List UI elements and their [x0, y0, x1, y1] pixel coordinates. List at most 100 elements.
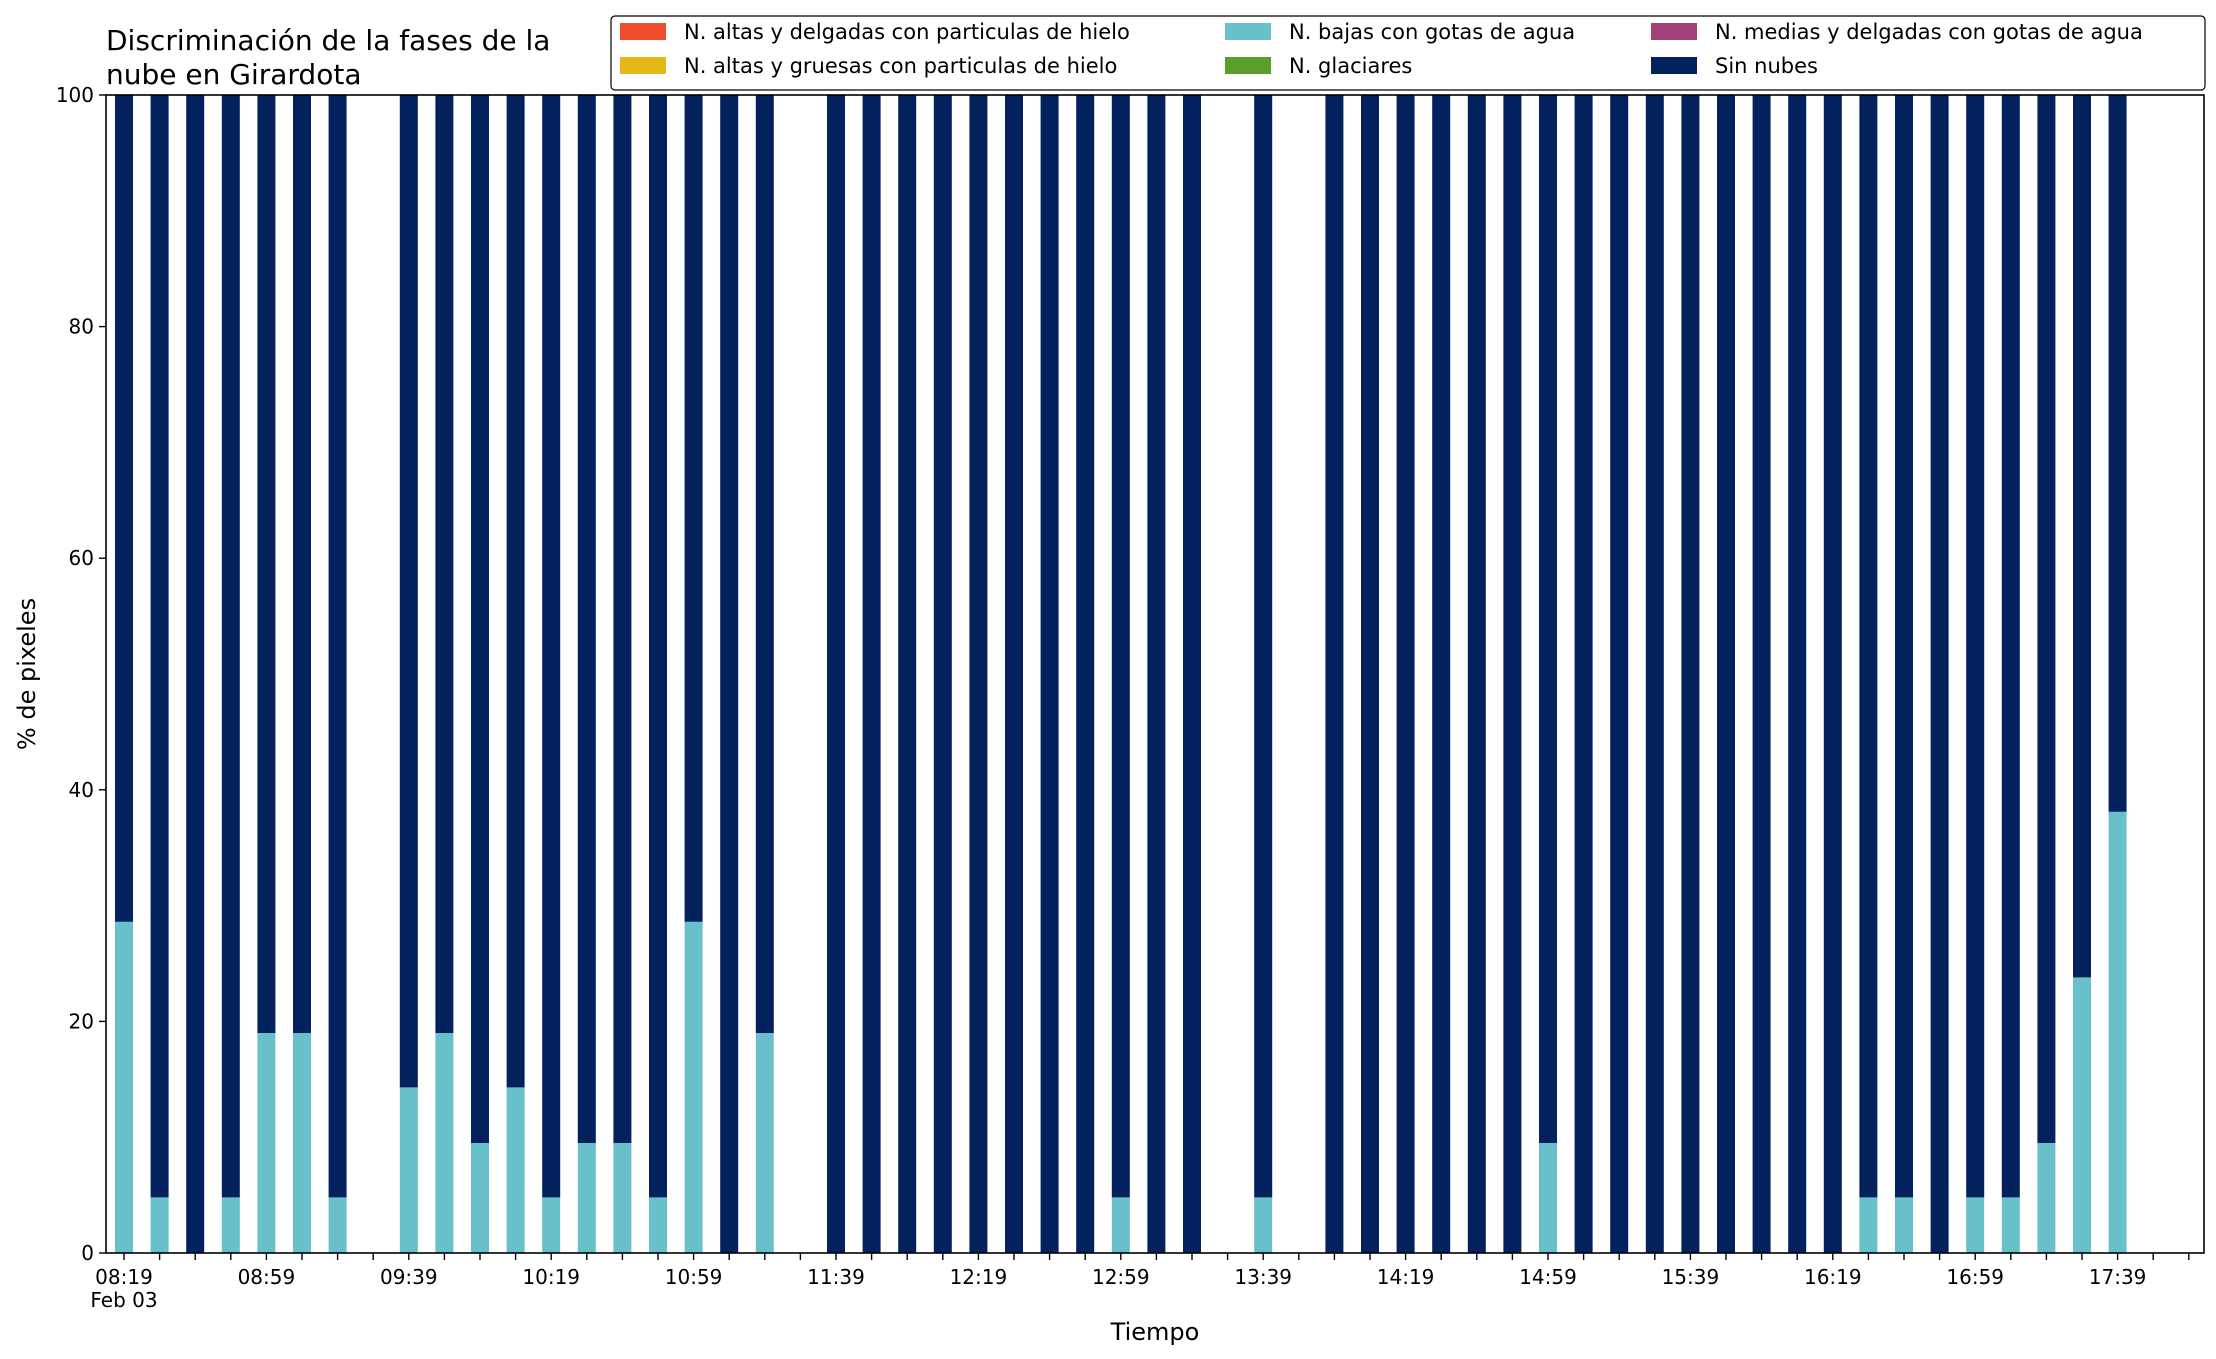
- bar-segment: [1930, 95, 1949, 1253]
- bar-segment: [577, 95, 596, 1143]
- bar-segment: [1361, 95, 1379, 1253]
- bar-segment: [2037, 95, 2056, 1143]
- bar-segment: [1966, 95, 1985, 1198]
- y-tick-label: 100: [56, 83, 94, 107]
- bar-segment: [827, 95, 845, 1253]
- legend-swatch: [1225, 23, 1271, 40]
- y-tick-label: 60: [69, 546, 94, 570]
- bar-segment: [649, 95, 667, 1198]
- bar-segment: [2037, 1143, 2056, 1253]
- legend-label: N. medias y delgadas con gotas de agua: [1715, 20, 2143, 44]
- bar-segment: [898, 95, 917, 1253]
- bar-segment: [1503, 95, 1522, 1253]
- bar-segment: [1966, 1197, 1985, 1253]
- x-tick-label: 14:19: [1377, 1265, 1435, 1289]
- bar-segment: [755, 1033, 774, 1253]
- x-tick-label: 10:59: [665, 1265, 723, 1289]
- bar-segment: [1859, 1197, 1878, 1253]
- bar-segment: [933, 95, 952, 1253]
- bar-segment: [542, 1197, 561, 1253]
- chart-title-line-2: nube en Girardota: [106, 58, 361, 91]
- bar-segment: [720, 95, 739, 1253]
- x-tick-label: 08:19: [95, 1265, 153, 1289]
- x-axis-date-label: Feb 03: [90, 1288, 157, 1312]
- legend-label: N. glaciares: [1289, 54, 1412, 78]
- bar-segment: [2001, 1197, 2020, 1253]
- bar-segment: [399, 95, 418, 1088]
- x-tick-label: 15:39: [1662, 1265, 1720, 1289]
- legend-label: Sin nubes: [1715, 54, 1818, 78]
- bar-segment: [1254, 1197, 1273, 1253]
- x-tick-label: 16:19: [1804, 1265, 1862, 1289]
- bar-segment: [542, 95, 561, 1198]
- bar-segment: [1254, 95, 1273, 1198]
- bar-segment: [1040, 95, 1059, 1253]
- bar-segment: [1823, 95, 1842, 1253]
- bar-segment: [221, 95, 240, 1198]
- bars-layer: [115, 95, 2127, 1253]
- bar-segment: [969, 95, 988, 1253]
- plot-frame: [105, 94, 2205, 1254]
- chart-title-line-1: Discriminación de la fases de la: [106, 24, 550, 57]
- x-tick-label: 12:59: [1092, 1265, 1150, 1289]
- bar-segment: [1752, 95, 1771, 1253]
- bar-segment: [613, 1143, 632, 1253]
- bar-segment: [1111, 1197, 1130, 1253]
- bar-segment: [1681, 95, 1700, 1253]
- bar-segment: [115, 95, 133, 922]
- bar-segment: [2073, 95, 2091, 978]
- bar-segment: [328, 95, 347, 1198]
- legend-label: N. bajas con gotas de agua: [1289, 20, 1575, 44]
- legend-box: [610, 15, 2206, 91]
- x-tick-label: 14:59: [1519, 1265, 1577, 1289]
- bar-segment: [293, 1033, 311, 1253]
- legend-swatch: [1651, 57, 1697, 74]
- x-tick-label: 16:59: [1946, 1265, 2004, 1289]
- y-tick-label: 0: [81, 1241, 94, 1265]
- bar-segment: [1432, 95, 1451, 1253]
- x-tick-label: 13:39: [1234, 1265, 1292, 1289]
- legend-swatch: [620, 57, 666, 74]
- bar-segment: [115, 921, 133, 1253]
- legend-swatch: [1651, 23, 1697, 40]
- legend-label: N. altas y delgadas con particulas de hi…: [684, 20, 1130, 44]
- bar-segment: [1539, 95, 1557, 1143]
- bar-segment: [1610, 95, 1629, 1253]
- bar-segment: [2001, 95, 2020, 1198]
- bar-segment: [506, 1087, 525, 1253]
- bar-segment: [1539, 1143, 1557, 1253]
- bar-segment: [2073, 977, 2091, 1253]
- x-tick-label: 09:39: [380, 1265, 438, 1289]
- bar-segment: [1895, 1197, 1913, 1253]
- legend-swatch: [1225, 57, 1271, 74]
- bar-segment: [471, 1143, 489, 1253]
- x-axis-title: Tiempo: [1110, 1318, 1200, 1346]
- bar-segment: [613, 95, 632, 1143]
- bar-segment: [1005, 95, 1023, 1253]
- legend-label: N. altas y gruesas con particulas de hie…: [684, 54, 1117, 78]
- y-tick-label: 80: [69, 315, 94, 339]
- legend-swatch: [620, 23, 666, 40]
- y-tick-label: 40: [69, 778, 94, 802]
- x-axis: 08:19 08:59 09:39 10:19 10:59 11:39 12:19 12:59…: [95, 1253, 2190, 1289]
- y-axis-title: % de pixeles: [13, 598, 41, 750]
- bar-segment: [1076, 95, 1095, 1253]
- bar-segment: [150, 1197, 169, 1253]
- bar-segment: [328, 1197, 347, 1253]
- bar-segment: [1574, 95, 1593, 1253]
- x-tick-label: 08:59: [238, 1265, 296, 1289]
- bar-segment: [1467, 95, 1486, 1253]
- bar-segment: [399, 1087, 418, 1253]
- bar-segment: [649, 1197, 667, 1253]
- bar-segment: [293, 95, 311, 1033]
- bar-segment: [862, 95, 881, 1253]
- x-tick-label: 10:19: [522, 1265, 580, 1289]
- bar-segment: [1396, 95, 1415, 1253]
- bar-segment: [1717, 95, 1735, 1253]
- bar-segment: [1859, 95, 1878, 1198]
- bar-segment: [577, 1143, 596, 1253]
- y-tick-label: 20: [69, 1009, 94, 1033]
- bar-segment: [755, 95, 774, 1033]
